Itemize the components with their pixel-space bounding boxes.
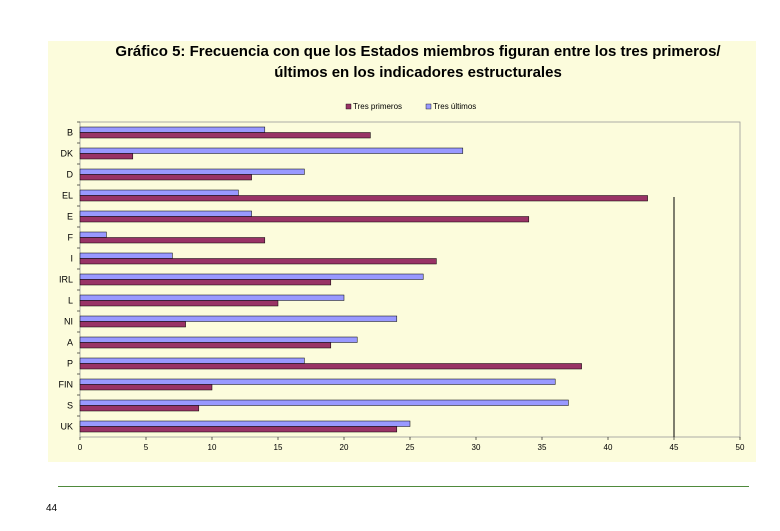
category-label: L (68, 296, 73, 306)
x-tick-label: 35 (538, 443, 547, 452)
category-label: I (70, 254, 73, 264)
bar-tres-ultimos-b (79, 126, 266, 133)
x-tick-label: 0 (78, 443, 83, 452)
category-label: E (67, 212, 73, 222)
chart-title-line: últimos en los indicadores estructurales (274, 64, 562, 81)
chart-panel: Gráfico 5: Frecuencia con que los Estado… (48, 41, 756, 462)
legend-swatch (345, 103, 352, 110)
x-tick-label: 10 (208, 443, 217, 452)
chart-title-line: Gráfico 5: Frecuencia con que los Estado… (115, 43, 721, 60)
bar-tres-ultimos-l (79, 294, 345, 301)
bar-tres-primeros-b (79, 132, 371, 139)
x-tick-label: 5 (144, 443, 149, 452)
bar-tres-ultimos-i (79, 252, 173, 259)
bar-tres-primeros-uk (79, 426, 398, 433)
bar-tres-ultimos-irl (79, 273, 424, 280)
category-label: NI (64, 317, 73, 327)
legend-swatch (425, 103, 432, 110)
bar-tres-primeros-d (79, 174, 252, 181)
bar-chart: Gráfico 5: Frecuencia con que los Estado… (59, 43, 745, 452)
bar-tres-primeros-fin (79, 384, 213, 391)
bar-tres-ultimos-ni (79, 315, 398, 322)
category-label: B (67, 128, 73, 138)
bar-tres-ultimos-f (79, 231, 107, 238)
bar-tres-primeros-p (79, 363, 582, 370)
bar-tres-primeros-i (79, 258, 437, 265)
category-label: A (67, 338, 73, 348)
bar-tres-ultimos-fin (79, 378, 556, 385)
legend-label: Tres últimos (433, 102, 476, 111)
category-label: F (68, 233, 74, 243)
x-tick-label: 50 (736, 443, 745, 452)
bar-tres-ultimos-d (79, 168, 305, 175)
bar-tres-ultimos-el (79, 189, 239, 196)
x-tick-label: 20 (340, 443, 349, 452)
bar-tres-primeros-dk (79, 153, 134, 160)
bar-tres-primeros-a (79, 342, 332, 349)
bar-tres-ultimos-dk (79, 147, 464, 154)
category-label: DK (60, 149, 73, 159)
x-tick-label: 40 (604, 443, 613, 452)
bar-tres-ultimos-s (79, 399, 569, 406)
page-number: 44 (46, 503, 58, 514)
x-tick-label: 30 (472, 443, 481, 452)
bar-tres-primeros-l (79, 300, 279, 307)
bar-tres-ultimos-a (79, 336, 358, 343)
bar-tres-primeros-e (79, 216, 530, 223)
category-label: D (67, 170, 74, 180)
x-tick-label: 45 (670, 443, 679, 452)
x-tick-label: 25 (406, 443, 415, 452)
bar-tres-ultimos-p (79, 357, 305, 364)
category-label: IRL (59, 275, 73, 285)
bar-tres-primeros-ni (79, 321, 186, 328)
bar-tres-primeros-s (79, 405, 200, 412)
category-label: EL (62, 191, 73, 201)
footer-divider (58, 486, 749, 487)
bar-tres-primeros-f (79, 237, 266, 244)
bar-tres-primeros-irl (79, 279, 332, 286)
category-label: UK (60, 422, 73, 432)
category-label: S (67, 401, 73, 411)
category-label: FIN (59, 380, 74, 390)
bar-tres-ultimos-uk (79, 420, 411, 427)
legend-label: Tres primeros (353, 102, 402, 111)
category-label: P (67, 359, 73, 369)
bar-tres-primeros-el (79, 195, 648, 202)
bar-tres-ultimos-e (79, 210, 252, 217)
x-tick-label: 15 (274, 443, 283, 452)
